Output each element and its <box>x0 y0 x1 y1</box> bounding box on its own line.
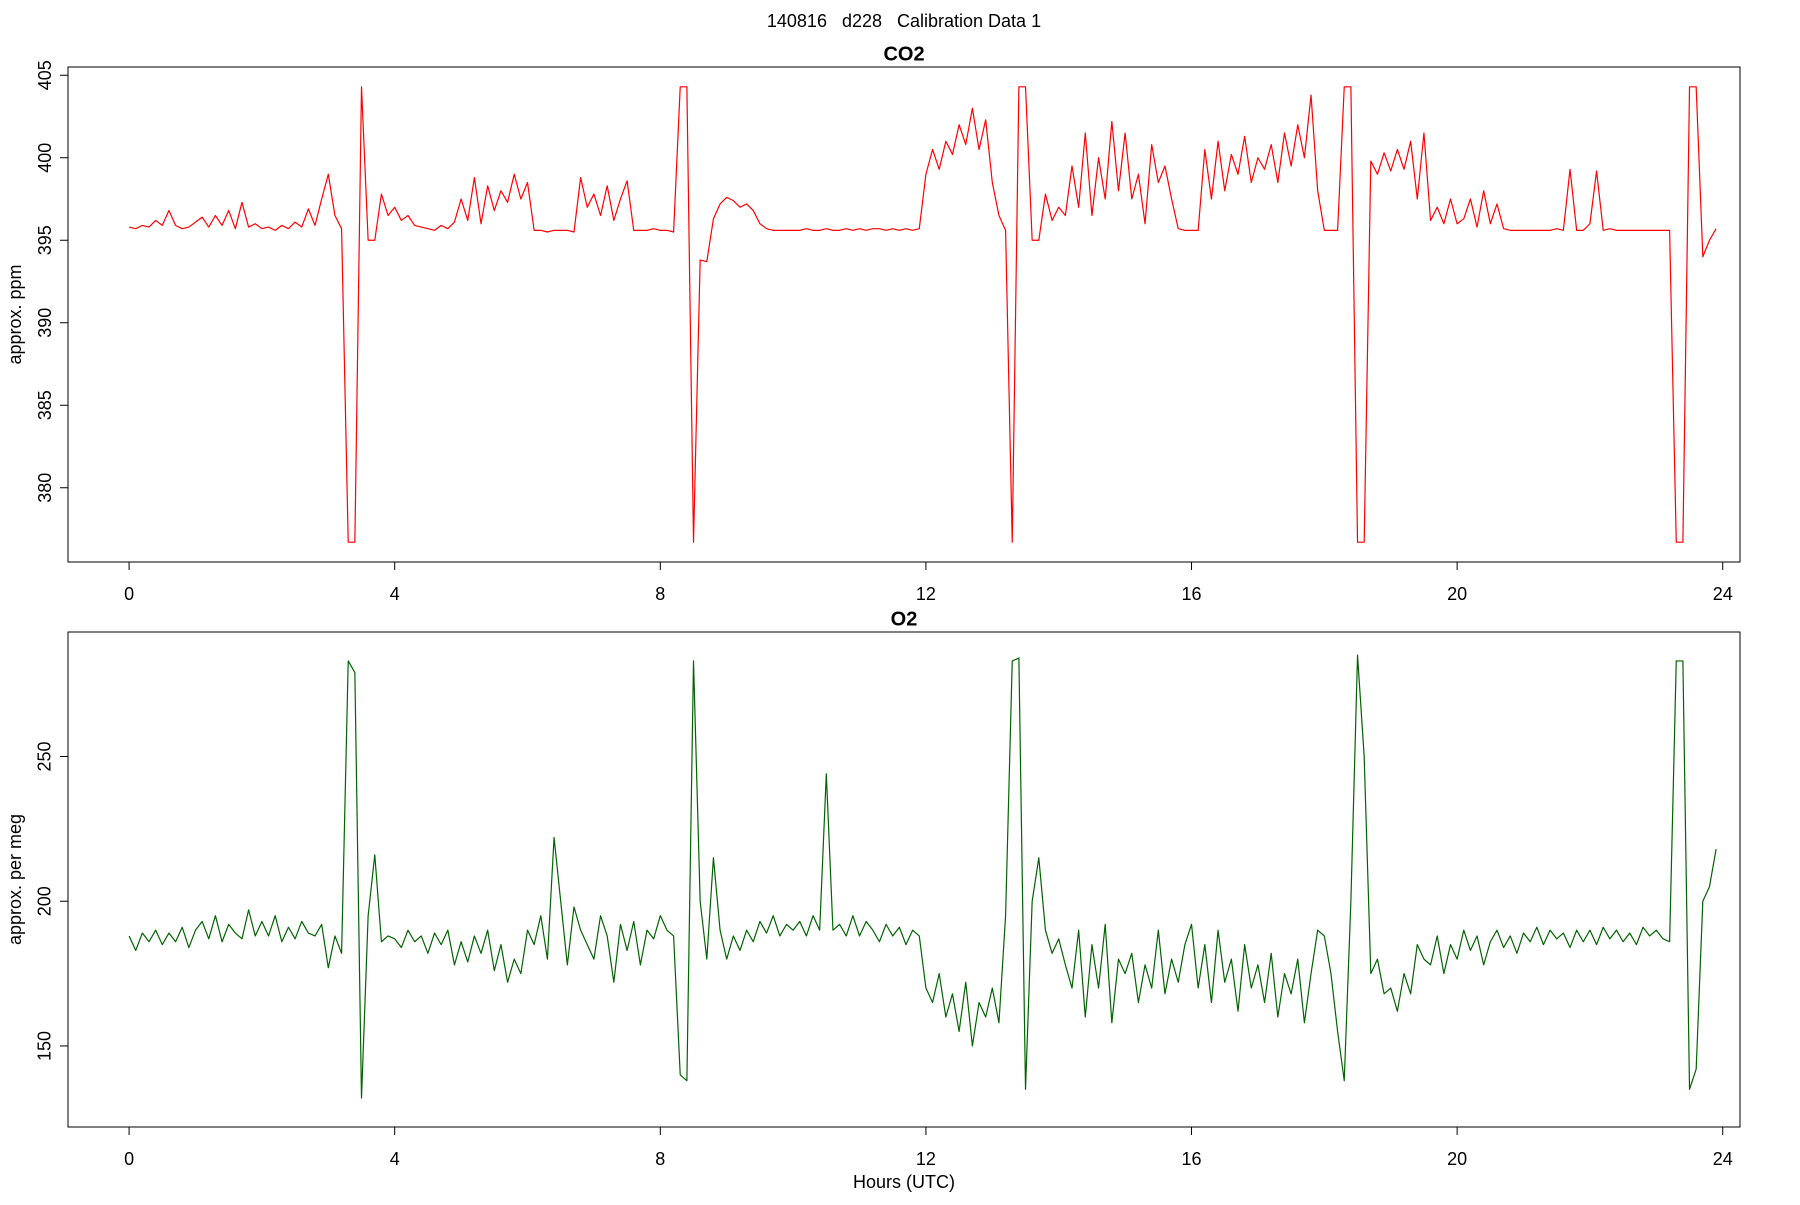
plot-frame <box>67 631 1741 1128</box>
x-tick-label: 20 <box>1447 584 1467 604</box>
y-tick-label: 380 <box>35 473 55 503</box>
x-tick-label: 20 <box>1447 1149 1467 1169</box>
y-tick-label: 395 <box>35 225 55 255</box>
y-tick-label: 150 <box>35 1031 55 1061</box>
x-tick-label: 16 <box>1182 584 1202 604</box>
x-tick-label: 4 <box>390 1149 400 1169</box>
x-tick-label: 24 <box>1713 584 1733 604</box>
x-tick-label: 12 <box>916 584 936 604</box>
data-line <box>128 86 1717 543</box>
x-tick-label: 0 <box>124 1149 134 1169</box>
y-tick-label: 390 <box>35 308 55 338</box>
x-tick-label: 0 <box>124 584 134 604</box>
y-axis-label: approx. ppm <box>5 264 25 364</box>
x-tick-label: 8 <box>655 584 665 604</box>
panel-title: O2 <box>891 608 918 630</box>
y-tick-label: 250 <box>35 741 55 771</box>
plot-frame <box>67 66 1741 563</box>
x-tick-label: 12 <box>916 1149 936 1169</box>
y-tick-label: 400 <box>35 143 55 173</box>
panel-title: CO2 <box>883 43 924 65</box>
x-tick-label: 16 <box>1182 1149 1202 1169</box>
y-tick-label: 200 <box>35 886 55 916</box>
figure-title: 140816 d228 Calibration Data 1 <box>767 11 1041 31</box>
data-line <box>128 654 1717 1099</box>
y-tick-label: 405 <box>35 60 55 90</box>
x-axis-label: Hours (UTC) <box>853 1172 955 1192</box>
y-axis-label: approx. per meg <box>5 814 25 945</box>
x-tick-label: 8 <box>655 1149 665 1169</box>
x-tick-label: 24 <box>1713 1149 1733 1169</box>
x-tick-label: 4 <box>390 584 400 604</box>
y-tick-label: 385 <box>35 390 55 420</box>
